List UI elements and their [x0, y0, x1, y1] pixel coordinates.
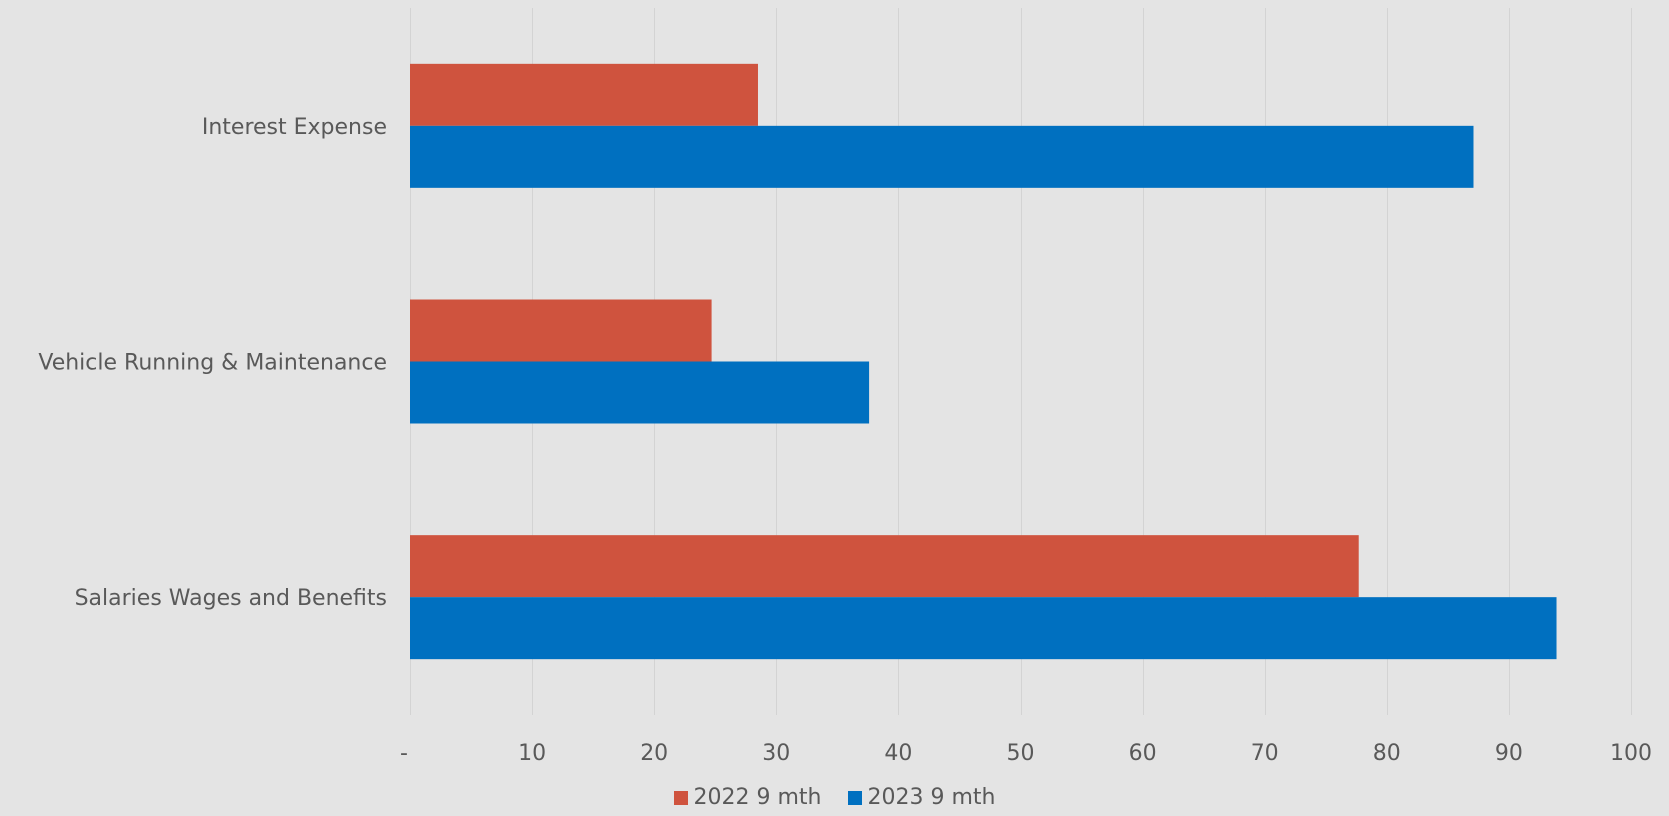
bar-2023-9-mth-salaries-wages-and-benefits	[410, 597, 1557, 660]
x-tick-label-40: 40	[884, 741, 912, 766]
x-tick-label-80: 80	[1373, 741, 1401, 766]
x-tick-label-60: 60	[1129, 741, 1157, 766]
x-tick-label-50: 50	[1007, 741, 1035, 766]
bar-2022-9-mth-vehicle-running-and-maintenance	[410, 299, 712, 362]
bars	[410, 63, 1557, 660]
bar-2022-9-mth-salaries-wages-and-benefits	[410, 535, 1359, 598]
x-tick-label-10: 10	[518, 741, 546, 766]
category-labels: Interest Expense Vehicle Running & Mainte…	[38, 115, 387, 611]
legend-item-2022: 2022 9 mth	[673, 785, 822, 810]
category-label-vehicle-running-and-maintenance: Vehicle Running & Maintenance	[38, 351, 387, 376]
legend-item-2023: 2023 9 mth	[847, 785, 996, 810]
bar-2023-9-mth-vehicle-running-and-maintenance	[410, 361, 870, 424]
legend-swatch-2023	[847, 790, 862, 805]
x-tick-label-0: -	[400, 741, 408, 766]
x-tick-label-100: 100	[1610, 741, 1652, 766]
legend-label-2022: 2022 9 mth	[693, 785, 822, 810]
x-axis-ticks: - 10 20 30 40 50 60 70 80 90 100	[400, 741, 1652, 766]
x-tick-label-30: 30	[762, 741, 790, 766]
category-label-interest-expense: Interest Expense	[202, 115, 387, 140]
legend-label-2023: 2023 9 mth	[867, 785, 996, 810]
legend-swatch-2022	[673, 790, 688, 805]
category-label-salaries-wages-and-benefits: Salaries Wages and Benefits	[75, 586, 387, 611]
bar-2022-9-mth-interest-expense	[410, 63, 758, 126]
legend: 2022 9 mth 2023 9 mth	[0, 785, 1669, 810]
x-tick-label-90: 90	[1495, 741, 1523, 766]
bar-2023-9-mth-interest-expense	[410, 125, 1474, 188]
x-tick-label-70: 70	[1251, 741, 1279, 766]
x-tick-label-20: 20	[640, 741, 668, 766]
